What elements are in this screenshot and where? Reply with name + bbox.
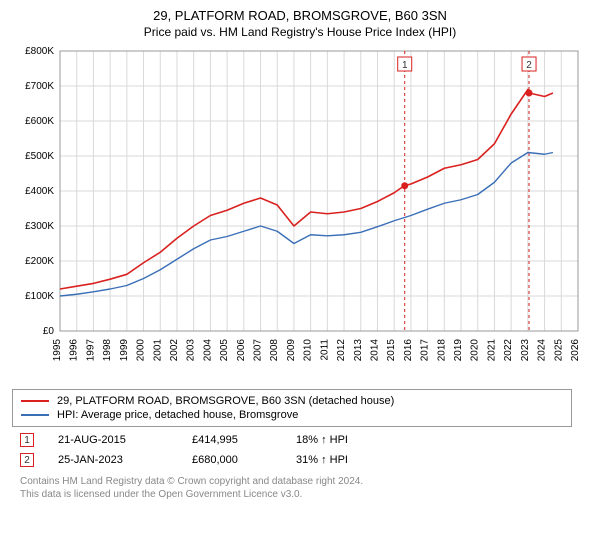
page-subtitle: Price paid vs. HM Land Registry's House …	[12, 25, 588, 39]
svg-text:2007: 2007	[253, 339, 264, 362]
marker-delta: 18% ↑ HPI	[296, 434, 348, 446]
marker-date: 21-AUG-2015	[58, 434, 168, 446]
svg-text:2014: 2014	[369, 339, 380, 362]
footer-attribution: Contains HM Land Registry data © Crown c…	[12, 475, 588, 501]
svg-text:£100K: £100K	[25, 291, 54, 302]
svg-text:£700K: £700K	[25, 81, 54, 92]
svg-text:2010: 2010	[303, 339, 314, 362]
legend: 29, PLATFORM ROAD, BROMSGROVE, B60 3SN (…	[12, 389, 572, 427]
svg-text:1: 1	[402, 60, 408, 71]
svg-text:2024: 2024	[537, 339, 548, 362]
svg-text:2008: 2008	[269, 339, 280, 362]
svg-text:2026: 2026	[570, 339, 581, 362]
marker-price: £680,000	[192, 454, 272, 466]
svg-text:2022: 2022	[503, 339, 514, 362]
svg-text:2012: 2012	[336, 339, 347, 362]
svg-text:£800K: £800K	[25, 46, 54, 57]
svg-text:2025: 2025	[553, 339, 564, 362]
legend-swatch	[21, 414, 49, 416]
svg-text:£300K: £300K	[25, 221, 54, 232]
price-chart: £0 £100K £200K £300K £400K £500K £600K £700K £80…	[12, 45, 588, 385]
marker-badge: 2	[20, 453, 34, 467]
svg-text:£400K: £400K	[25, 186, 54, 197]
legend-label: HPI: Average price, detached house, Brom…	[57, 409, 298, 421]
svg-text:2011: 2011	[319, 339, 330, 361]
svg-text:2009: 2009	[286, 339, 297, 362]
svg-text:2005: 2005	[219, 339, 230, 362]
footer-line2: This data is licensed under the Open Gov…	[20, 488, 588, 501]
marker-row: 1 21-AUG-2015 £414,995 18% ↑ HPI	[12, 433, 588, 447]
page-title: 29, PLATFORM ROAD, BROMSGROVE, B60 3SN	[12, 8, 588, 23]
svg-text:2019: 2019	[453, 339, 464, 362]
svg-text:2002: 2002	[169, 339, 180, 362]
legend-row: 29, PLATFORM ROAD, BROMSGROVE, B60 3SN (…	[21, 394, 563, 408]
svg-text:2020: 2020	[470, 339, 481, 362]
svg-text:2004: 2004	[202, 339, 213, 362]
svg-text:2: 2	[526, 60, 532, 71]
marker-delta: 31% ↑ HPI	[296, 454, 348, 466]
svg-text:1997: 1997	[85, 339, 96, 362]
svg-text:2023: 2023	[520, 339, 531, 362]
legend-row: HPI: Average price, detached house, Brom…	[21, 408, 563, 422]
svg-text:2013: 2013	[353, 339, 364, 362]
svg-text:2021: 2021	[486, 339, 497, 362]
svg-text:2017: 2017	[420, 339, 431, 362]
svg-text:£600K: £600K	[25, 116, 54, 127]
legend-swatch	[21, 400, 49, 402]
marker-badge: 1	[20, 433, 34, 447]
marker-price: £414,995	[192, 434, 272, 446]
footer-line1: Contains HM Land Registry data © Crown c…	[20, 475, 588, 488]
marker-date: 25-JAN-2023	[58, 454, 168, 466]
svg-text:2015: 2015	[386, 339, 397, 362]
svg-text:1999: 1999	[119, 339, 130, 362]
svg-text:£200K: £200K	[25, 256, 54, 267]
svg-text:1995: 1995	[52, 339, 63, 362]
svg-text:2016: 2016	[403, 339, 414, 362]
svg-text:1998: 1998	[102, 339, 113, 362]
svg-text:£0: £0	[43, 326, 55, 337]
legend-label: 29, PLATFORM ROAD, BROMSGROVE, B60 3SN (…	[57, 395, 394, 407]
svg-text:2000: 2000	[136, 339, 147, 362]
svg-text:2003: 2003	[186, 339, 197, 362]
svg-text:2006: 2006	[236, 339, 247, 362]
svg-text:2018: 2018	[436, 339, 447, 362]
svg-text:1996: 1996	[69, 339, 80, 362]
marker-row: 2 25-JAN-2023 £680,000 31% ↑ HPI	[12, 453, 588, 467]
svg-text:£500K: £500K	[25, 151, 54, 162]
svg-text:2001: 2001	[152, 339, 163, 362]
